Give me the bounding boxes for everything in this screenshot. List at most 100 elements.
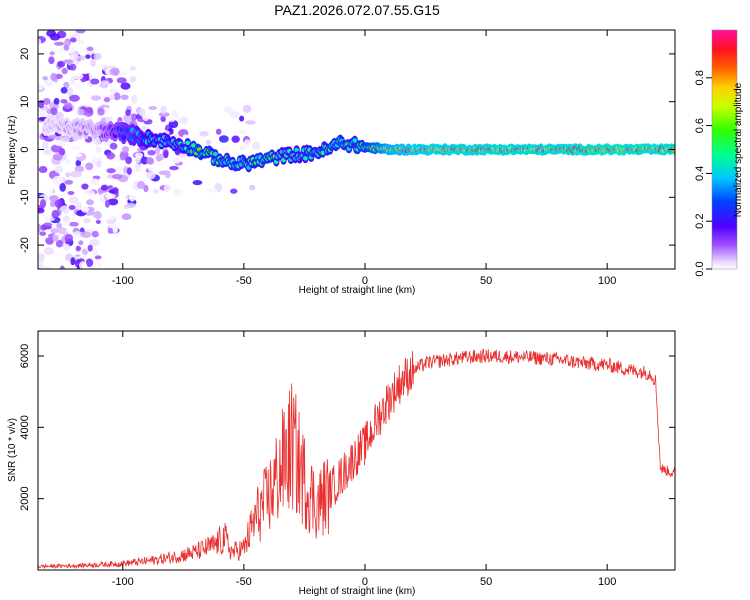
noise-cell [120,94,129,100]
noise-cell [63,44,70,51]
noise-cell [108,198,119,206]
noise-cell [52,175,64,185]
noise-cell [85,106,93,114]
noise-cell [239,145,245,151]
colorbar-tick-label: 0.2 [694,214,706,229]
noise-cell [89,178,100,185]
noise-cell [85,162,94,171]
noise-cell [238,129,248,135]
colorbar: 0.0 0.2 0.4 0.6 0.8 Normalized spectral ampl… [694,29,744,277]
noise-cell [75,30,86,34]
noise-cell [64,172,72,178]
noise-cell [125,156,132,165]
noise-cell [145,171,156,180]
noise-cell [160,115,166,123]
noise-cell [38,38,42,46]
noise-cell [70,257,76,266]
noise-cell [96,160,102,168]
noise-cell [93,210,102,220]
ridge-core [185,140,191,146]
noise-cell [80,231,92,239]
noise-cell [79,261,87,269]
x-tick-label: -50 [236,576,252,588]
noise-cell [125,109,131,116]
noise-cell [50,107,58,116]
noise-cell [106,168,116,174]
noise-cell [145,156,154,165]
noise-cell [62,208,69,215]
noise-cell [242,104,252,114]
noise-cell [147,149,156,156]
noise-cell [178,152,188,158]
colorbar-ticks: 0.0 0.2 0.4 0.6 0.8 [694,70,712,277]
noise-cell [93,44,103,54]
noise-cell [97,107,105,116]
noise-cell [49,195,59,202]
noise-cell [63,102,72,109]
noise-cell [38,223,42,233]
noise-cell [68,204,76,211]
noise-cell [136,181,146,190]
snr-line [38,348,675,570]
noise-cell [62,221,71,226]
ridge-core [212,151,218,157]
noise-cell [223,145,231,152]
y-tick-label: 10 [19,96,31,108]
noise-cell [68,94,80,102]
noise-cell [77,108,85,116]
noise-cell [64,159,71,165]
noise-cell [131,94,138,104]
noise-cell [61,67,68,75]
noise-cell [59,265,65,269]
noise-cell [243,139,252,149]
noise-cell [192,179,203,186]
colorbar-tick-label: 0.6 [694,118,706,133]
noise-cell [69,76,76,85]
y-tick-label: 4000 [19,415,31,439]
noise-cell [109,67,120,76]
noise-cell [59,193,70,198]
noise-cell [51,209,59,219]
noise-cell [120,82,131,90]
ridge-core [302,156,308,161]
noise-cell [77,55,87,61]
noise-cell [166,115,178,121]
x-tick-label: 0 [362,275,368,287]
noise-cell [92,248,99,257]
x-tick-label: -100 [112,275,134,287]
noise-cell [111,173,123,180]
colorbar-tick-label: 0.4 [694,166,706,181]
noise-cell [218,135,229,143]
noise-cell [121,146,130,153]
noise-cell [94,255,102,260]
noise-cell [83,218,91,224]
ridge-core [352,138,358,143]
noise-cell [49,51,55,56]
noise-cell [69,196,79,204]
snr-y-label: SNR (10 * v/v) [7,418,18,482]
noise-cell [215,128,222,135]
noise-cell [73,73,84,80]
noise-cell [252,141,261,150]
noise-cell [82,249,89,256]
noise-cell [100,80,110,85]
noise-cell [75,159,82,167]
colorbar-tick-label: 0.8 [694,70,706,85]
noise-cell [117,71,128,76]
snr-x-ticks: -100 -50 0 50 100 [112,331,616,588]
colorbar-frame [711,29,738,270]
noise-cell [54,165,64,174]
noise-cell [206,139,212,146]
noise-cell [70,146,81,151]
noise-cell [54,140,64,147]
noise-cell [90,58,97,67]
noise-cell [49,33,61,41]
noise-cell [80,49,88,55]
noise-cell [48,134,56,140]
noise-cell [118,191,129,198]
noise-cell [38,207,45,214]
noise-cell [41,141,49,149]
noise-cell [81,183,89,190]
noise-cell [163,150,169,159]
